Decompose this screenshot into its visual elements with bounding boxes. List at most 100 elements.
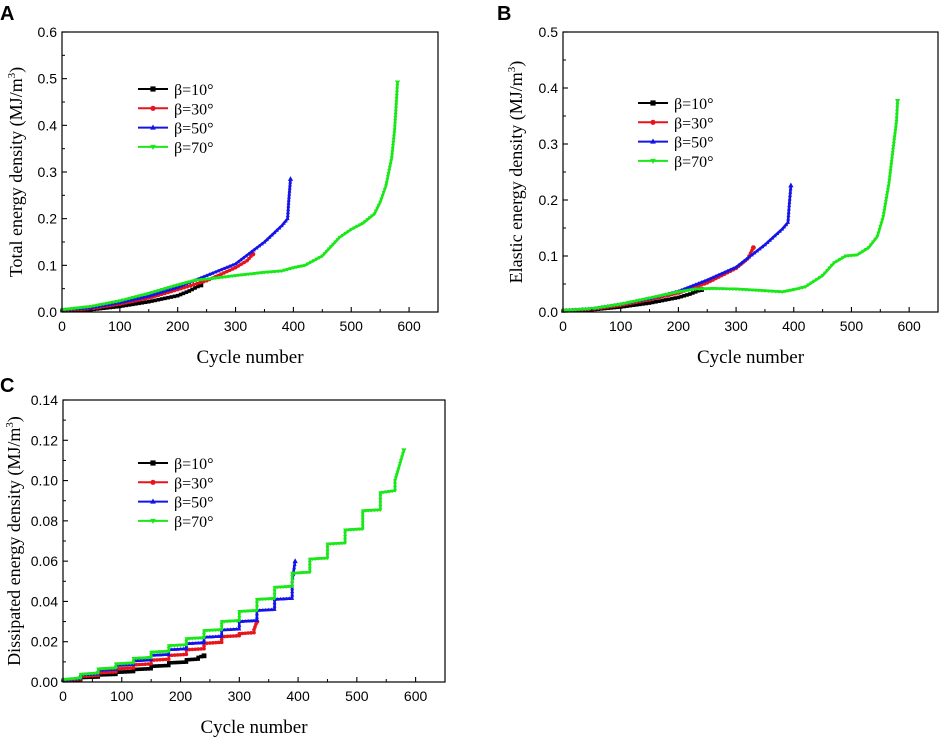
data-point: [849, 254, 854, 258]
data-point: [573, 308, 578, 312]
data-point: [743, 288, 748, 292]
data-point: [137, 294, 142, 298]
legend-marker: [650, 138, 656, 144]
data-point: [257, 243, 262, 248]
data-point: [373, 209, 378, 214]
data-point: [797, 286, 802, 291]
data-point: [166, 295, 170, 300]
data-point: [894, 123, 899, 127]
data-point: [259, 241, 264, 246]
legend-marker: [150, 479, 156, 485]
data-point: [827, 266, 832, 271]
data-point: [187, 289, 192, 293]
series-line: [562, 100, 899, 312]
data-point: [892, 138, 897, 143]
data-point: [868, 243, 873, 247]
data-point: [777, 229, 782, 233]
data-point: [199, 647, 203, 651]
data-point: [102, 670, 106, 675]
data-point: [782, 224, 787, 229]
data-point: [878, 225, 883, 229]
data-point: [286, 197, 291, 202]
data-point: [861, 249, 865, 254]
legend-label: β=70°: [174, 514, 214, 531]
data-point: [346, 528, 351, 532]
legend-label: β=70°: [174, 140, 214, 157]
data-point: [811, 279, 816, 284]
data-point: [391, 134, 396, 139]
data-point: [734, 265, 739, 269]
data-point: [876, 231, 881, 236]
data-point: [829, 263, 834, 268]
data-point: [357, 223, 362, 228]
data-point: [783, 289, 788, 294]
data-point: [184, 652, 189, 657]
data-point: [184, 643, 189, 647]
data-point: [278, 585, 283, 590]
data-point: [384, 490, 389, 495]
data-point: [660, 293, 665, 298]
data-point: [190, 641, 195, 645]
data-point: [292, 565, 297, 570]
data-point: [387, 169, 392, 173]
data-point: [187, 641, 192, 646]
data-point: [335, 238, 340, 242]
x-tick-label: 600: [897, 318, 921, 334]
data-point: [846, 254, 851, 258]
data-point: [390, 489, 395, 494]
data-point: [99, 667, 104, 671]
data-point: [119, 666, 124, 671]
data-point: [219, 640, 224, 645]
data-point: [780, 226, 785, 231]
data-point: [769, 289, 774, 294]
data-point: [570, 308, 575, 312]
data-point: [134, 302, 138, 306]
x-tick-label: 300: [224, 318, 248, 334]
data-point: [175, 293, 180, 298]
data-point: [392, 125, 397, 130]
data-point: [249, 272, 254, 276]
data-point: [697, 287, 702, 292]
data-point: [202, 646, 206, 651]
data-point: [178, 292, 183, 297]
data-point: [334, 542, 339, 546]
data-point: [325, 553, 330, 557]
data-point: [196, 284, 200, 289]
data-point: [233, 261, 238, 266]
legend-label: β=10°: [174, 456, 214, 473]
data-point: [262, 239, 267, 244]
data-point: [299, 571, 303, 575]
data-point: [716, 272, 721, 277]
data-point: [707, 287, 712, 291]
data-point: [272, 603, 277, 608]
data-point: [724, 287, 729, 291]
data-point: [96, 671, 101, 676]
legend-label: β=50°: [174, 495, 214, 512]
data-point: [96, 667, 101, 672]
data-point: [199, 654, 203, 659]
data-point: [885, 187, 890, 192]
data-point: [394, 90, 399, 95]
data-point: [679, 289, 684, 294]
y-tick-label: 0.02: [31, 634, 58, 650]
legend-label: β=10°: [174, 82, 214, 99]
data-point: [152, 650, 157, 655]
data-point: [676, 290, 681, 294]
data-point: [705, 277, 710, 282]
y-tick-label: 0.14: [31, 392, 58, 408]
data-point: [333, 240, 338, 245]
data-point: [889, 160, 894, 164]
data-point: [75, 676, 80, 681]
data-point: [360, 518, 365, 523]
data-point: [266, 607, 271, 612]
data-point: [130, 302, 135, 307]
data-point: [301, 571, 306, 575]
data-point: [387, 490, 392, 494]
data-point: [888, 169, 893, 174]
data-point: [375, 508, 380, 513]
data-point: [113, 666, 118, 671]
data-point: [304, 570, 309, 575]
data-point: [239, 273, 244, 278]
data-point: [284, 596, 289, 601]
